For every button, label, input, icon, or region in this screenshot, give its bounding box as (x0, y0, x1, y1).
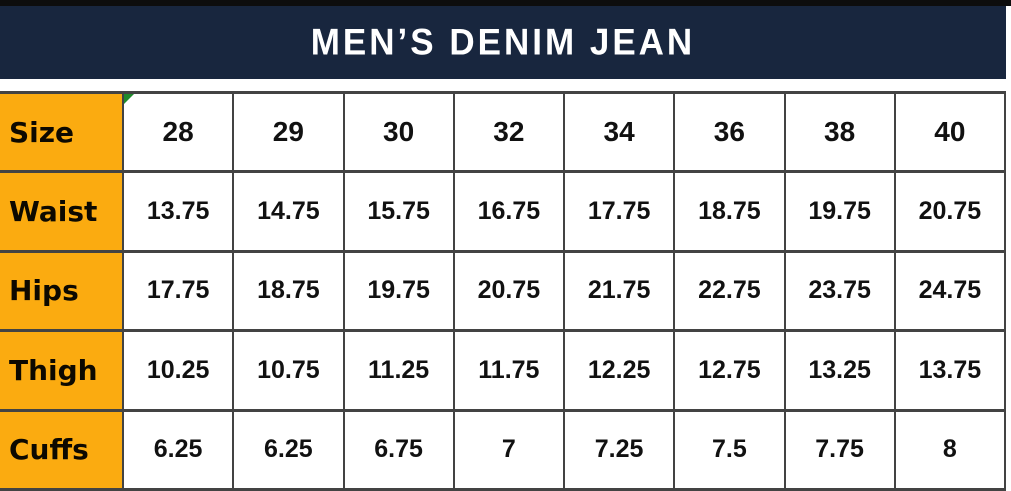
size-col-header: 30 (342, 90, 455, 174)
measurement-cell: 12.75 (673, 329, 786, 412)
measurement-cell: 21.75 (562, 249, 676, 333)
corner-label-size: Size (0, 90, 124, 174)
size-col-header: 34 (562, 90, 676, 174)
measurement-cell: 10.75 (232, 329, 345, 412)
banner-table-spacer (0, 79, 1011, 91)
size-chart-table: Size 28 29 30 32 34 36 38 40 Waist 13.75… (0, 90, 1007, 491)
table-row-size: Size 28 29 30 32 34 36 38 40 (0, 90, 1007, 174)
measurement-cell: 20.75 (452, 249, 566, 333)
top-black-bar (0, 0, 1011, 6)
size-col-header: 40 (893, 90, 1007, 174)
measurement-cell: 10.25 (121, 329, 235, 412)
measurement-cell: 11.75 (452, 329, 566, 412)
row-label-waist: Waist (0, 170, 124, 253)
measurement-cell: 19.75 (342, 249, 455, 333)
row-label-cuffs: Cuffs (0, 408, 124, 491)
measurement-cell: 17.75 (562, 170, 676, 253)
measurement-cell: 7.75 (783, 408, 896, 491)
size-col-header: 32 (452, 90, 566, 174)
measurement-cell: 19.75 (783, 170, 896, 253)
measurement-cell: 13.75 (121, 170, 235, 253)
cell-corner-marker-icon (124, 94, 134, 104)
size-col-header: 38 (783, 90, 896, 174)
measurement-cell: 24.75 (893, 249, 1007, 333)
measurement-cell: 6.75 (342, 408, 455, 491)
measurement-cell: 11.25 (342, 329, 455, 412)
page-title: MEN’S DENIM JEAN (310, 21, 696, 63)
table-row-waist: Waist 13.75 14.75 15.75 16.75 17.75 18.7… (0, 170, 1007, 253)
measurement-cell: 8 (893, 408, 1007, 491)
size-col-header: 29 (232, 90, 345, 174)
size-col-header: 28 (121, 90, 235, 174)
measurement-cell: 15.75 (342, 170, 455, 253)
size-col-header: 36 (673, 90, 786, 174)
measurement-cell: 14.75 (232, 170, 345, 253)
measurement-cell: 22.75 (673, 249, 786, 333)
measurement-cell: 20.75 (893, 170, 1007, 253)
table-row-hips: Hips 17.75 18.75 19.75 20.75 21.75 22.75… (0, 249, 1007, 333)
measurement-cell: 23.75 (783, 249, 896, 333)
size-header-label: 28 (162, 116, 194, 148)
measurement-cell: 7.5 (673, 408, 786, 491)
row-label-hips: Hips (0, 249, 124, 333)
measurement-cell: 18.75 (232, 249, 345, 333)
measurement-cell: 16.75 (452, 170, 566, 253)
measurement-cell: 7.25 (562, 408, 676, 491)
measurement-cell: 6.25 (232, 408, 345, 491)
measurement-cell: 18.75 (673, 170, 786, 253)
measurement-cell: 7 (452, 408, 566, 491)
measurement-cell: 13.25 (783, 329, 896, 412)
table-row-thigh: Thigh 10.25 10.75 11.25 11.75 12.25 12.7… (0, 329, 1007, 412)
measurement-cell: 12.25 (562, 329, 676, 412)
measurement-cell: 6.25 (121, 408, 235, 491)
measurement-cell: 17.75 (121, 249, 235, 333)
title-banner: MEN’S DENIM JEAN (0, 6, 1006, 79)
measurement-cell: 13.75 (893, 329, 1007, 412)
table-row-cuffs: Cuffs 6.25 6.25 6.75 7 7.25 7.5 7.75 8 (0, 408, 1007, 491)
row-label-thigh: Thigh (0, 329, 124, 412)
